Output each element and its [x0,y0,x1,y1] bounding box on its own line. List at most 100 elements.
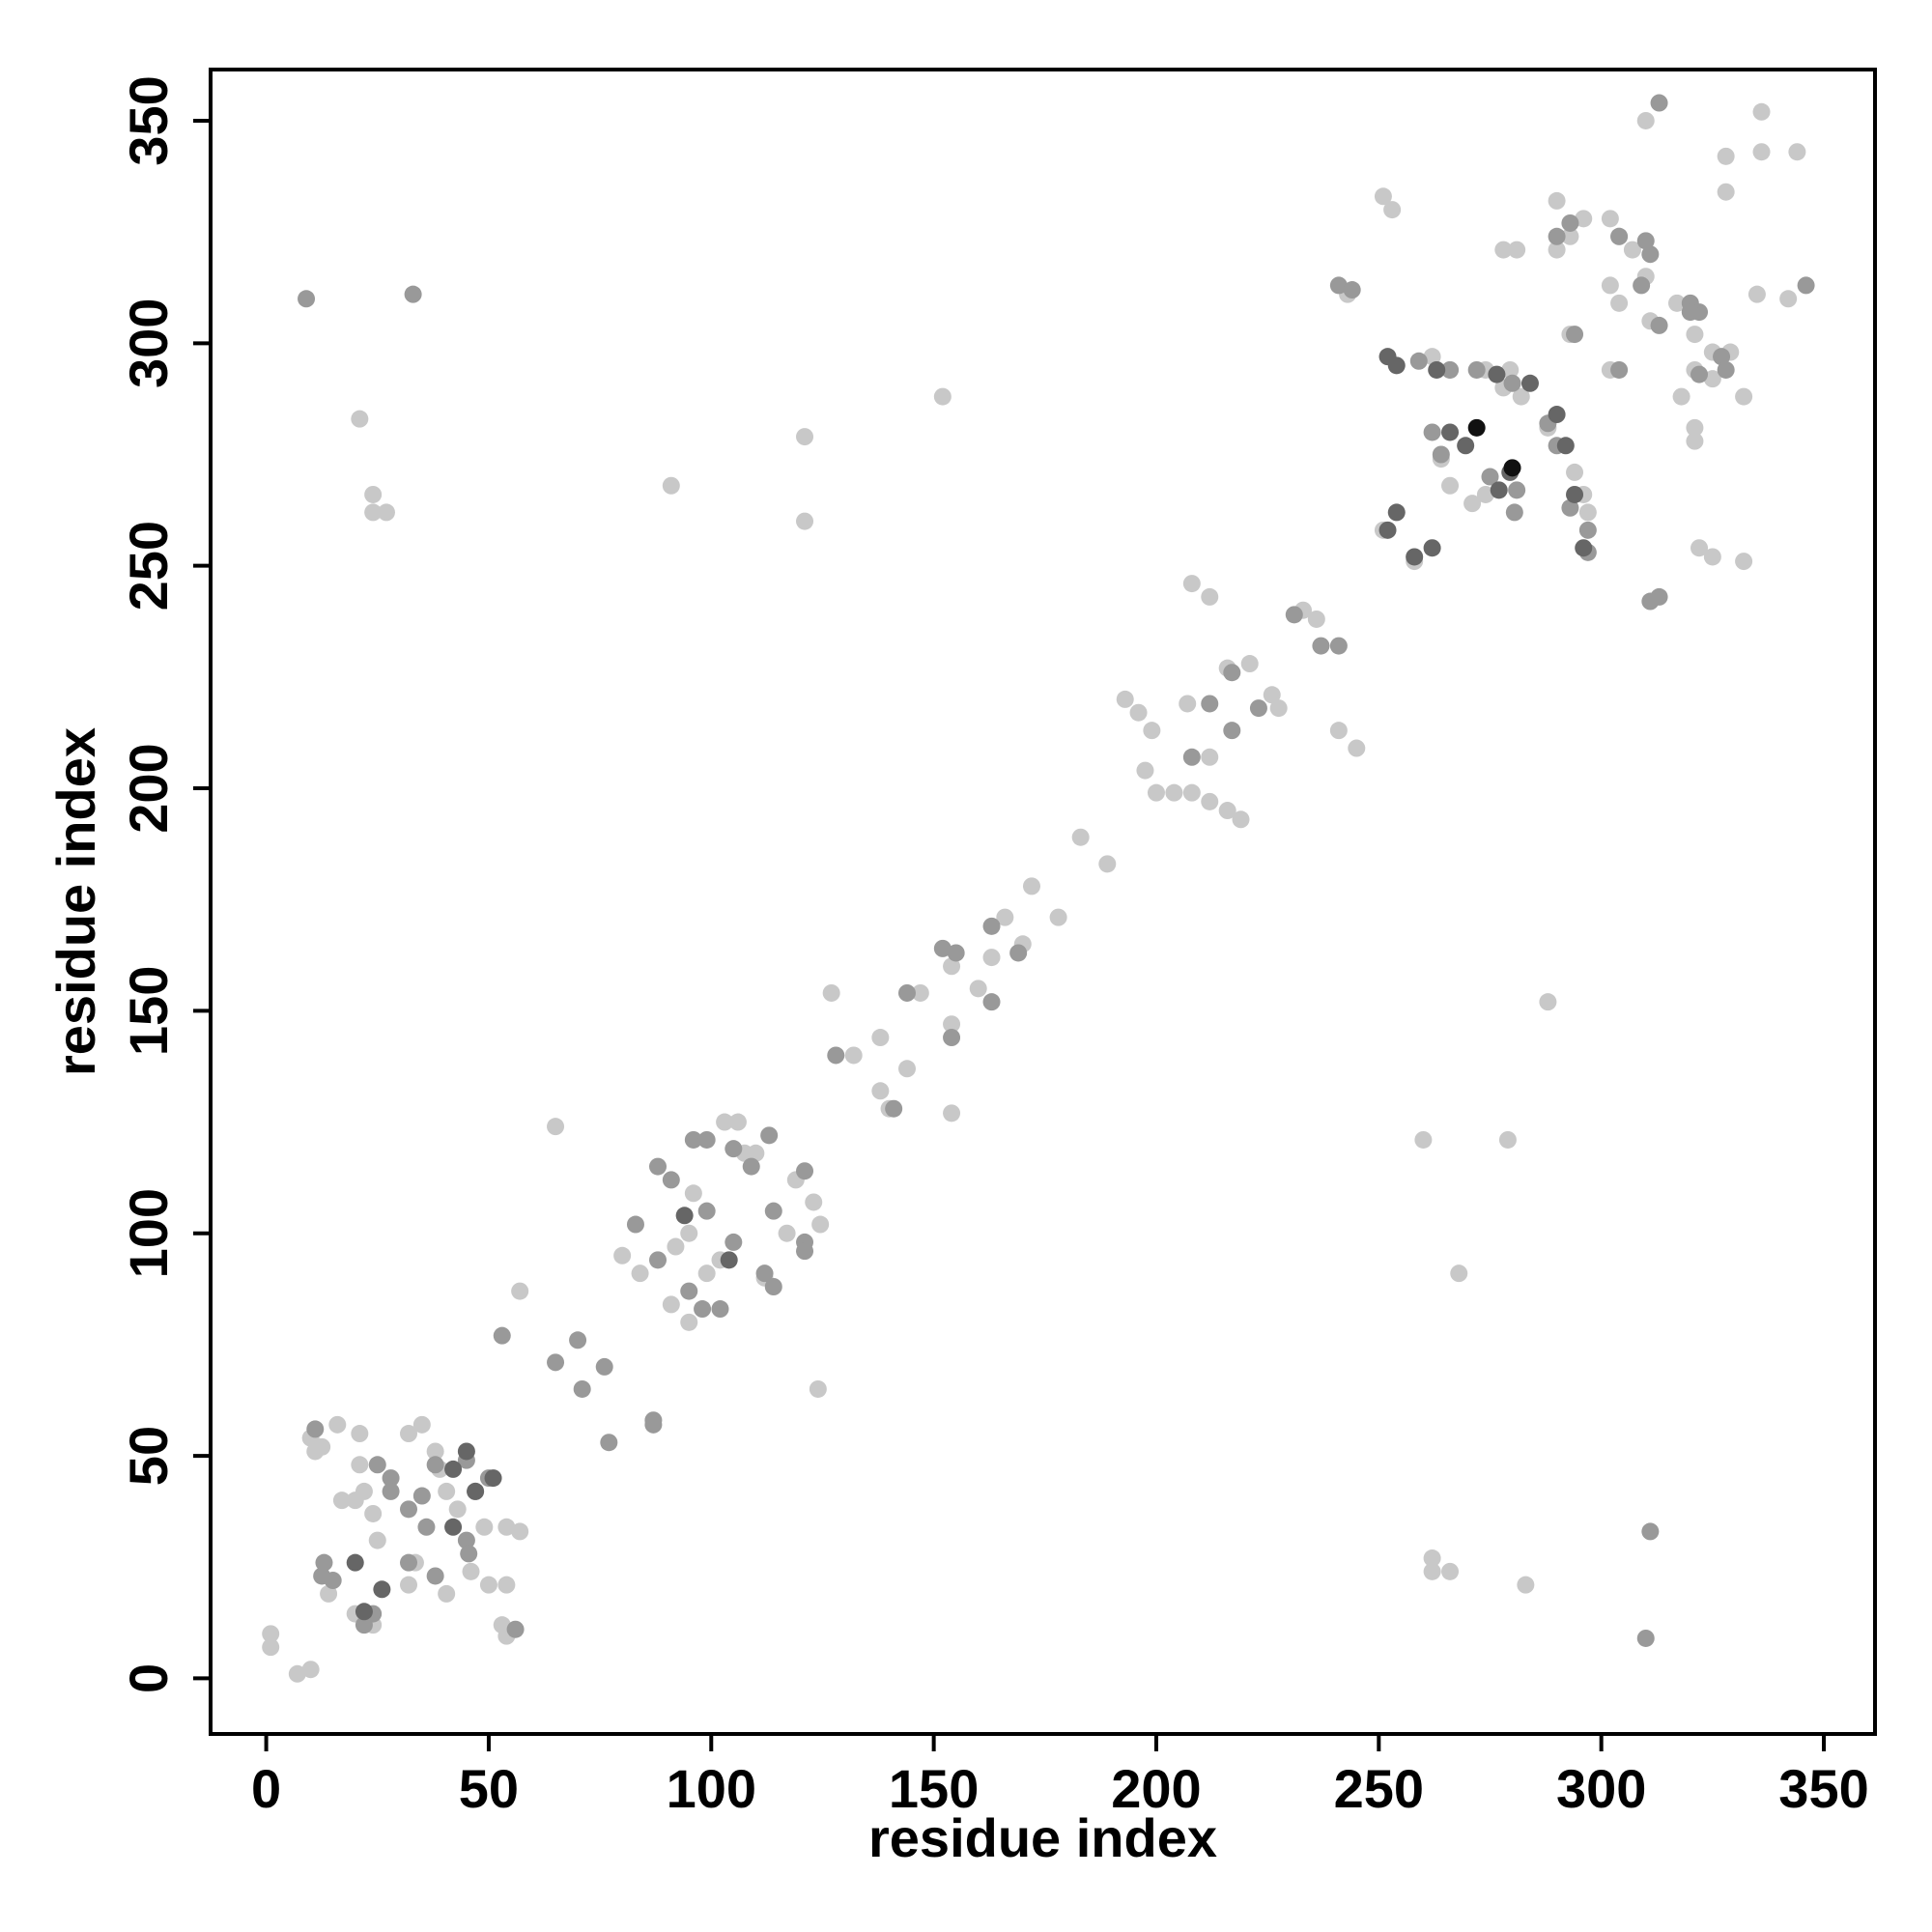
point [1423,1549,1441,1568]
point [1428,360,1446,379]
y-axis-title: residue index [45,727,106,1076]
point [426,1567,444,1585]
point [724,1233,743,1251]
point [1147,783,1165,802]
point [484,1469,502,1488]
point [1636,111,1655,129]
point [351,410,369,428]
point [1329,276,1348,295]
point [1467,418,1486,437]
point [662,476,680,495]
point [778,1224,796,1242]
point [511,1282,529,1300]
point [1263,686,1281,704]
point [1423,539,1441,557]
point [1641,245,1660,264]
point [364,503,383,522]
point [1672,387,1690,406]
point [1667,294,1686,312]
point [475,1518,494,1536]
point [809,1379,827,1398]
point [760,1126,779,1145]
point [694,1300,712,1319]
point [1690,539,1709,557]
point [885,1099,903,1118]
point [457,1531,475,1549]
point [648,1157,667,1176]
y-tick-label: 50 [118,1426,179,1486]
point [1441,423,1460,441]
point [711,1300,729,1319]
point [796,428,814,446]
point [1556,437,1575,455]
point [1566,485,1584,503]
point [933,939,952,957]
point [1406,548,1424,566]
point [1378,521,1397,539]
point [982,917,1001,935]
point [1636,232,1655,250]
point [1182,748,1201,766]
point [648,1251,667,1269]
point [1641,1522,1660,1541]
point [444,1518,463,1536]
point [313,1437,331,1456]
point [742,1157,760,1176]
point [680,1224,698,1242]
point [1703,370,1721,388]
point [288,1664,306,1683]
point [1508,241,1526,259]
point [1201,695,1219,713]
point [1779,290,1798,308]
point [644,1415,663,1434]
point [969,980,987,998]
point [1387,503,1406,522]
point [1423,348,1441,366]
point [1201,587,1219,606]
point [1520,374,1539,392]
point [613,1246,632,1264]
point [1269,699,1288,718]
plot-frame [209,68,1877,1736]
point [844,1046,863,1065]
point [493,1326,511,1345]
point [1501,360,1520,379]
point [1116,690,1134,708]
point [1548,191,1566,210]
point [417,1518,436,1536]
y-tick-label: 0 [118,1663,179,1693]
point [1797,276,1815,295]
x-tick-label: 250 [1334,1758,1424,1819]
point [1476,485,1494,503]
point [1623,241,1641,259]
point [1490,481,1508,499]
point [1182,575,1201,593]
point [1610,294,1629,312]
point [1374,187,1392,206]
point [355,1603,373,1621]
point [1686,326,1704,344]
y-tick-label: 150 [118,966,179,1056]
point [1788,143,1806,161]
point [1201,748,1219,766]
point [298,290,316,308]
point [382,1469,400,1488]
point [1566,326,1584,344]
point [1009,944,1028,962]
point [911,983,929,1002]
point [412,1487,431,1505]
point [1329,637,1348,655]
point [1717,360,1735,379]
point [947,944,965,962]
point [1143,722,1161,740]
point [444,1460,463,1478]
point [982,993,1001,1011]
point [479,1576,497,1594]
point [351,1456,369,1474]
point [1601,276,1619,295]
point [1636,1629,1655,1647]
point [1539,993,1557,1011]
point [1578,521,1597,539]
point [943,1029,961,1047]
point [675,1207,694,1225]
